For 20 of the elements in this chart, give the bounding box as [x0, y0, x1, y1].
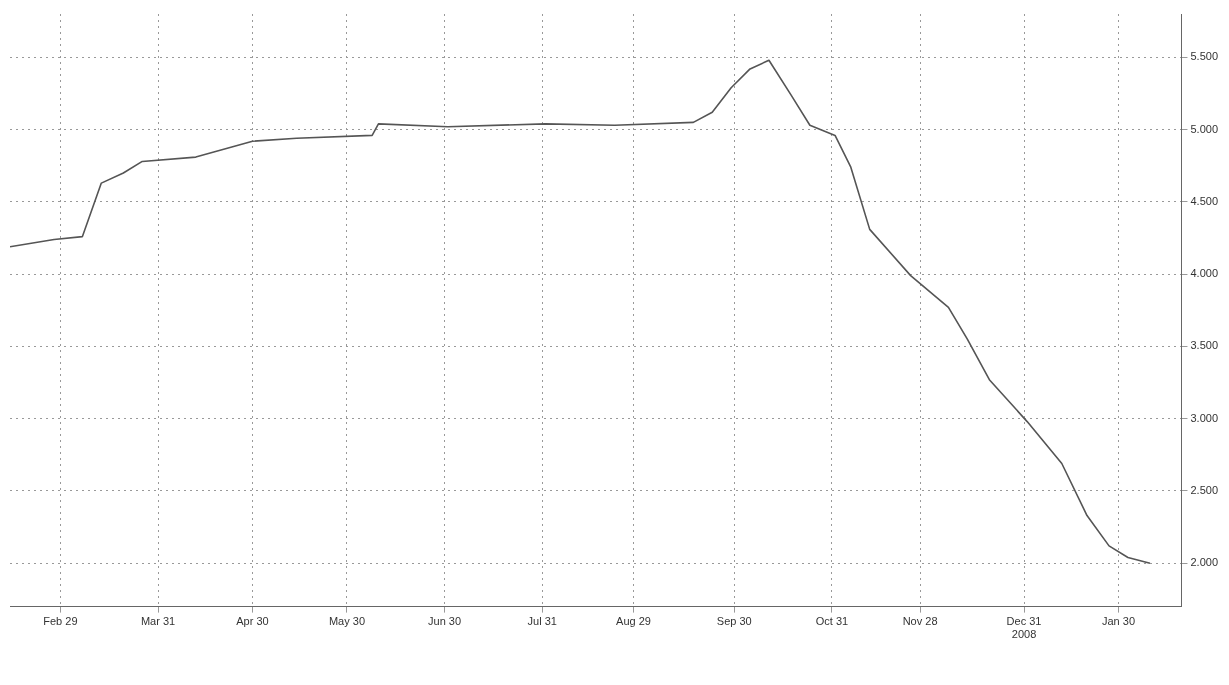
x-tick-label: Sep 30: [716, 615, 752, 628]
x-tick-label: Oct 31: [815, 615, 849, 628]
x-tick-label: Nov 28: [902, 615, 938, 628]
y-tick-label: 5.500: [1190, 50, 1218, 63]
x-tick-label: Jan 30: [1101, 615, 1136, 628]
y-tick-label: 2.000: [1190, 556, 1218, 569]
x-tick-label: Feb 29: [43, 615, 78, 628]
y-tick-label: 3.500: [1190, 339, 1218, 352]
x-tick-label: Aug 29: [616, 615, 651, 628]
x-tick-label: Apr 30: [236, 615, 269, 628]
x-tick-label: Jul 31: [527, 615, 557, 628]
y-tick-label: 3.000: [1190, 411, 1218, 424]
y-tick-label: 4.500: [1190, 194, 1218, 207]
x-tick-label: Jun 30: [428, 615, 462, 628]
y-tick-label: 4.000: [1190, 267, 1218, 280]
x-tick-label: May 30: [328, 615, 365, 628]
y-tick-label: 2.500: [1190, 484, 1218, 496]
y-tick-label: 5.000: [1190, 122, 1218, 135]
x-tick-label: Dec 31 2008: [1006, 615, 1042, 641]
x-tick-label: Mar 31: [140, 615, 176, 628]
